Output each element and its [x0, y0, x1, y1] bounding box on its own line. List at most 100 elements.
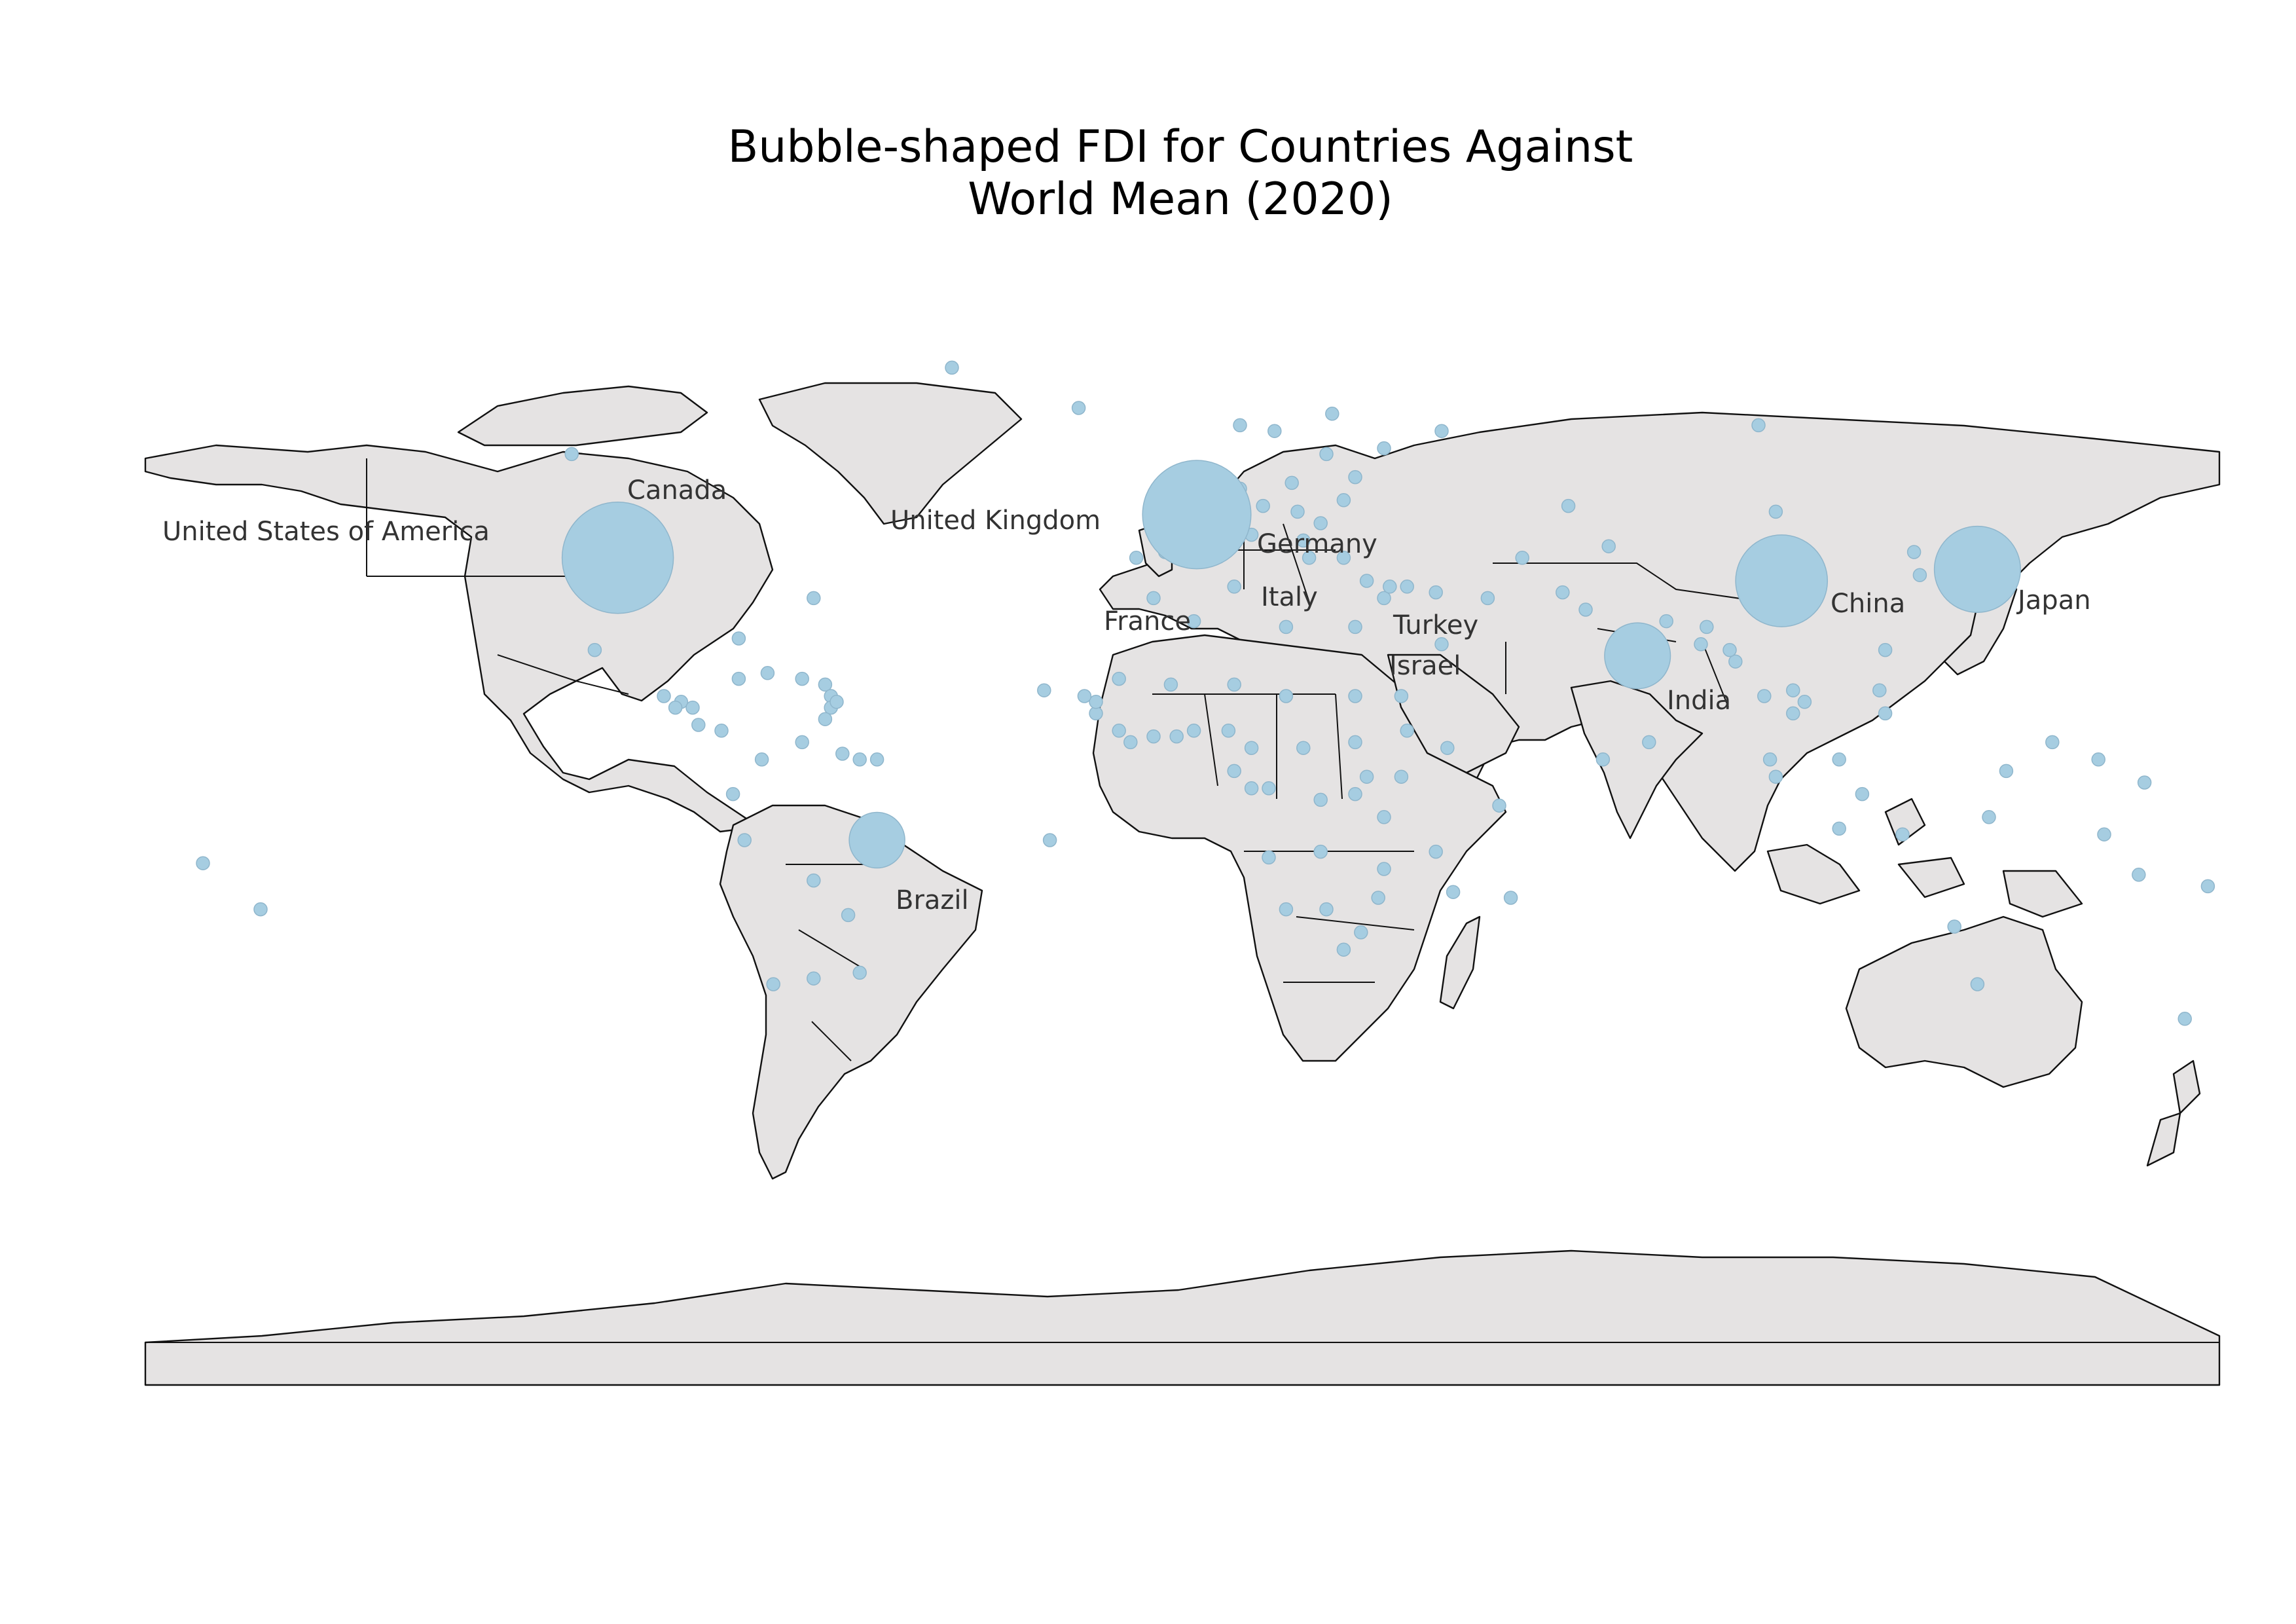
land-layer	[144, 382, 2221, 1386]
fdi-bubble-minor	[2091, 752, 2105, 767]
antarctica-frame	[145, 1342, 2220, 1386]
fdi-bubble-minor	[1429, 585, 1443, 600]
fdi-bubble-minor	[731, 631, 746, 646]
fdi-bubble-minor	[945, 360, 959, 375]
fdi-bubble-minor	[1359, 574, 1374, 588]
fdi-bubble-minor	[737, 833, 752, 847]
fdi-bubble-minor	[1279, 619, 1294, 635]
fdi-bubble-minor	[795, 735, 809, 750]
fdi-bubble-minor	[731, 671, 746, 686]
fdi-bubble-minor	[1244, 741, 1259, 755]
fdi-bubble-minor	[1348, 619, 1362, 635]
fdi-bubble-minor	[1089, 695, 1103, 709]
label-italy: Italy	[1261, 582, 1318, 612]
fdi-bubble-minor	[1163, 677, 1178, 692]
fdi-bubble-minor	[1233, 418, 1247, 433]
fdi-bubble-minor	[1700, 619, 1714, 635]
fdi-bubble-minor	[1434, 424, 1449, 438]
fdi-bubble-minor	[1071, 401, 1086, 415]
fdi-bubble-minor	[1400, 724, 1414, 738]
fdi-bubble-minor	[760, 666, 775, 680]
fdi-bubble-minor	[1336, 493, 1351, 507]
fdi-bubble-minor	[1982, 810, 1996, 824]
arabian-peninsula	[1387, 654, 1520, 774]
title-line-2: World Mean (2020)	[968, 174, 1393, 225]
fdi-bubble-minor	[1762, 752, 1777, 767]
fdi-bubble-minor	[807, 873, 821, 888]
fdi-bubble-united-states-of-america	[561, 502, 674, 614]
fdi-bubble-minor	[1659, 614, 1673, 629]
fdi-bubble-minor	[1146, 729, 1161, 744]
fdi-bubble-minor	[1354, 925, 1368, 940]
fdi-bubble-minor	[2045, 735, 2060, 750]
fdi-bubble-minor	[1768, 504, 1783, 519]
fdi-bubble-minor	[657, 689, 671, 703]
fdi-bubble-minor	[1112, 724, 1126, 738]
fdi-bubble-minor	[1313, 844, 1328, 859]
fdi-bubble-brazil	[848, 811, 905, 869]
fdi-bubble-minor	[1515, 551, 1529, 565]
fdi-bubble-france	[1142, 460, 1252, 570]
fdi-bubble-minor	[714, 724, 729, 738]
fdi-bubble-minor	[1359, 769, 1374, 784]
south-america-borders	[786, 864, 877, 1061]
label-united-kingdom: United Kingdom	[890, 506, 1101, 536]
bubble-layer	[196, 360, 2215, 1026]
label-japan: Japan	[2016, 585, 2091, 616]
label-canada: Canada	[627, 475, 727, 506]
fdi-bubble-minor	[196, 856, 210, 870]
fdi-bubble-minor	[1279, 689, 1294, 703]
fdi-bubble-minor	[1728, 654, 1743, 669]
fdi-bubble-minor	[818, 712, 833, 726]
fdi-bubble-minor	[1832, 821, 1846, 836]
fdi-bubble-minor	[1319, 447, 1334, 462]
fdi-bubble-minor	[1319, 902, 1334, 917]
fdi-bubble-china	[1735, 534, 1829, 627]
fdi-bubble-minor	[1480, 591, 1495, 606]
fdi-bubble-minor	[1434, 637, 1449, 652]
fdi-bubble-minor	[1912, 568, 1927, 582]
fdi-bubble-minor	[852, 752, 867, 767]
fdi-bubble-minor	[1123, 735, 1138, 750]
fdi-bubble-minor	[807, 971, 821, 986]
fdi-bubble-minor	[1302, 551, 1317, 565]
fdi-bubble-minor	[1797, 695, 1812, 709]
fdi-bubble-minor	[852, 965, 867, 980]
fdi-bubble-minor	[1947, 919, 1961, 934]
fdi-bubble-minor	[1561, 498, 1576, 513]
fdi-bubble-minor	[841, 908, 856, 923]
fdi-bubble-minor	[795, 671, 809, 686]
fdi-bubble-minor	[1394, 689, 1409, 703]
fdi-bubble-minor	[1786, 706, 1800, 721]
southeast-asia-islands	[1766, 798, 2083, 918]
label-germany: Germany	[1257, 529, 1377, 559]
fdi-bubble-minor	[1325, 407, 1339, 421]
fdi-bubble-minor	[1377, 810, 1391, 824]
fdi-bubble-minor	[1227, 580, 1241, 594]
fdi-bubble-minor	[1429, 844, 1443, 859]
fdi-bubble-minor	[835, 747, 850, 761]
fdi-bubble-minor	[1313, 516, 1328, 530]
fdi-bubble-minor	[1169, 729, 1184, 744]
new-zealand	[2146, 1060, 2201, 1167]
fdi-bubble-minor	[1970, 977, 1985, 991]
fdi-bubble-minor	[1757, 689, 1772, 703]
fdi-bubble-minor	[1595, 752, 1611, 767]
fdi-bubble-minor	[1336, 551, 1351, 565]
africa-landmass	[1092, 634, 1507, 1062]
fdi-bubble-minor	[1446, 885, 1461, 899]
country-labels: United States of America Canada United K…	[162, 475, 2091, 915]
fdi-bubble-minor	[1244, 781, 1259, 796]
fdi-bubble-minor	[1872, 683, 1887, 697]
fdi-bubble-minor	[2097, 827, 2111, 841]
fdi-bubble-minor	[1492, 798, 1506, 813]
fdi-bubble-minor	[668, 700, 683, 715]
fdi-bubble-minor	[1279, 902, 1294, 917]
madagascar	[1439, 915, 1481, 1010]
fdi-bubble-minor	[1348, 786, 1362, 802]
label-turkey: Turkey	[1393, 610, 1478, 640]
fdi-bubble-minor	[1878, 642, 1893, 657]
fdi-bubble-minor	[1694, 637, 1708, 652]
fdi-bubble-minor	[1377, 862, 1391, 876]
fdi-bubble-minor	[1383, 580, 1397, 594]
